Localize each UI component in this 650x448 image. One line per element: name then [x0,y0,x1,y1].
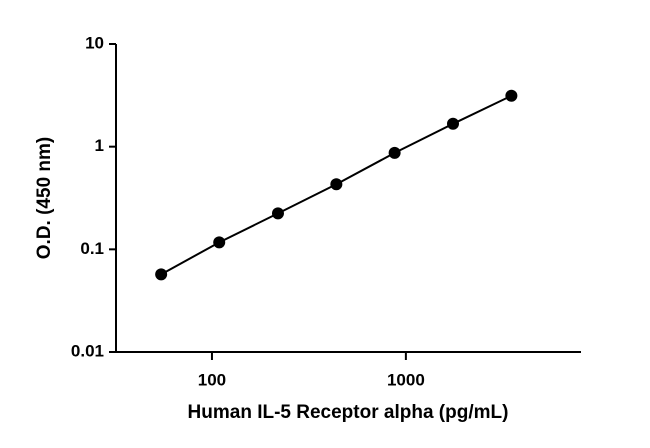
y-tick-label: 0.1 [80,239,104,258]
data-point [213,236,226,249]
y-axis-title: O.D. (450 nm) [34,137,55,259]
x-tick-label: 1000 [387,370,425,389]
x-axis-title: Human IL-5 Receptor alpha (pg/mL) [188,402,509,423]
y-tick-label: 1 [95,136,104,155]
data-point [447,117,460,130]
data-point [155,268,168,281]
y-tick-label: 0.01 [71,341,104,360]
data-point [388,146,401,159]
data-point [330,178,343,191]
data-point [271,207,284,220]
data-point [505,89,518,102]
x-tick-label: 100 [198,370,226,389]
y-tick-label: 10 [85,33,104,52]
